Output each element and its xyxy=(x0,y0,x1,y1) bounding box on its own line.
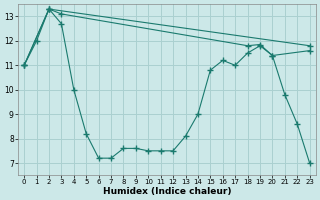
X-axis label: Humidex (Indice chaleur): Humidex (Indice chaleur) xyxy=(103,187,231,196)
